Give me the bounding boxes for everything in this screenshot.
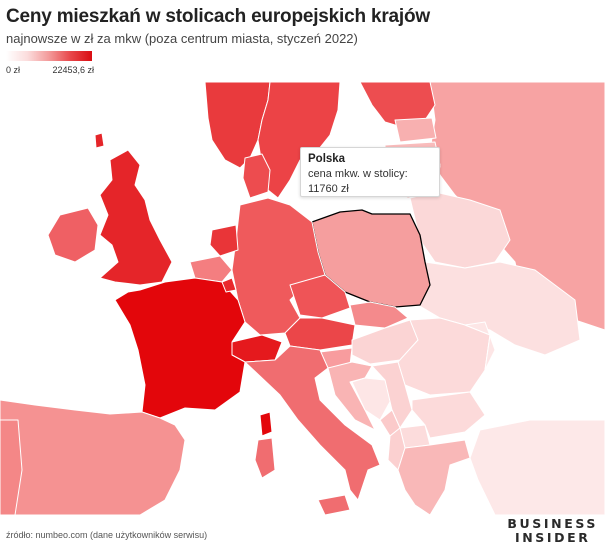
country-united-kingdom[interactable] xyxy=(99,149,173,286)
map-tooltip: Polska cena mkw. w stolicy: 11760 zł xyxy=(300,147,440,197)
island-corsica[interactable] xyxy=(259,411,273,437)
island-shetland[interactable] xyxy=(94,132,105,149)
country-croatia[interactable] xyxy=(327,361,376,431)
country-ukraine[interactable] xyxy=(411,261,581,356)
country-moldova[interactable] xyxy=(464,321,496,371)
country-czechia[interactable] xyxy=(289,274,351,319)
legend-gradient-bar xyxy=(6,51,92,61)
island-sardinia[interactable] xyxy=(254,437,276,479)
country-luxembourg[interactable] xyxy=(221,277,237,293)
legend-max-label: 22453,6 zł xyxy=(52,65,94,75)
legend-min-label: 0 zł xyxy=(6,65,21,75)
tooltip-label: cena mkw. w stolicy: xyxy=(308,168,408,180)
source-note: źródło: numbeo.com (dane użytkowników se… xyxy=(6,530,208,540)
tooltip-value: 11760 zł xyxy=(308,183,349,195)
chart-subtitle: najnowsze w zł za mkw (poza centrum mias… xyxy=(6,31,358,46)
country-germany[interactable] xyxy=(231,197,326,336)
country-spain[interactable] xyxy=(0,399,186,515)
country-denmark[interactable] xyxy=(242,153,271,199)
country-sweden[interactable] xyxy=(257,81,341,199)
chart-title: Ceny mieszkań w stolicach europejskich k… xyxy=(6,6,430,27)
country-turkey[interactable] xyxy=(469,419,605,515)
logo-line-1: BUSINESS xyxy=(507,516,598,531)
country-belgium[interactable] xyxy=(189,255,233,283)
logo-line-2: INSIDER xyxy=(514,530,591,545)
country-serbia[interactable] xyxy=(371,361,413,429)
color-legend: 0 zł 22453,6 zł xyxy=(6,51,98,77)
country-bulgaria[interactable] xyxy=(411,391,486,439)
country-ireland[interactable] xyxy=(47,207,99,263)
island-sicily[interactable] xyxy=(317,494,351,515)
country-portugal[interactable] xyxy=(0,419,23,515)
tooltip-country-name: Polska xyxy=(308,153,346,165)
country-switzerland[interactable] xyxy=(231,334,283,363)
country-greece[interactable] xyxy=(397,439,471,515)
country-belarus[interactable] xyxy=(409,191,511,269)
country-estonia[interactable] xyxy=(394,117,437,143)
country-italy[interactable] xyxy=(244,345,381,501)
country-netherlands[interactable] xyxy=(209,224,239,257)
country-austria[interactable] xyxy=(284,317,356,351)
country-france[interactable] xyxy=(114,277,246,419)
europe-map xyxy=(0,81,605,515)
business-insider-logo: BUSINESS INSIDER xyxy=(507,517,598,545)
